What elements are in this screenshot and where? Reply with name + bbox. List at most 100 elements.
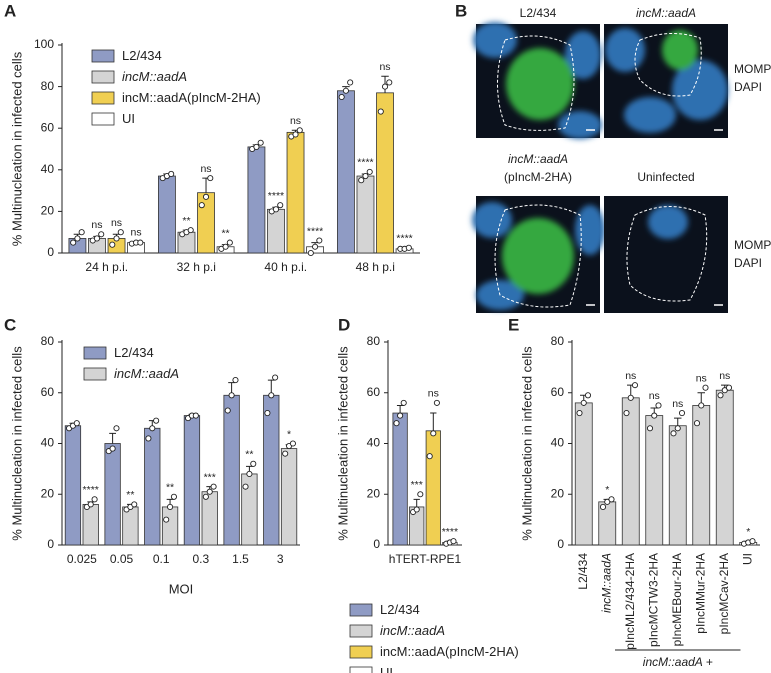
panel-label: B <box>455 1 467 20</box>
data-point <box>312 243 319 250</box>
legend-label: UI <box>122 111 135 126</box>
data-point <box>109 241 116 248</box>
data-point <box>117 229 124 236</box>
data-point <box>366 168 373 175</box>
significance-label: ns <box>696 372 707 384</box>
data-point <box>253 143 260 150</box>
data-point <box>224 407 231 414</box>
data-point <box>413 506 420 513</box>
data-point <box>400 399 407 406</box>
bar <box>621 397 640 546</box>
data-point <box>93 235 101 242</box>
data-point <box>623 409 630 417</box>
data-point <box>386 79 393 86</box>
bar <box>201 491 218 546</box>
data-point <box>264 409 271 417</box>
y-tick-label: 80 <box>41 334 55 348</box>
bar <box>197 192 215 254</box>
significance-label: ns <box>111 217 122 229</box>
bar <box>158 175 176 254</box>
data-point <box>268 392 275 399</box>
data-point <box>631 382 639 389</box>
bar <box>692 405 711 546</box>
y-tick-label: 60 <box>551 385 565 399</box>
significance-label: **** <box>396 233 412 245</box>
x-axis-label: MOI <box>169 581 194 596</box>
data-point <box>584 392 592 399</box>
outline <box>634 33 702 97</box>
error-bar <box>674 417 682 426</box>
panel-label: E <box>508 315 519 334</box>
legend-label: incM::aadA <box>122 69 187 84</box>
bar <box>183 415 201 546</box>
data-point <box>381 83 389 90</box>
data-point <box>698 402 705 409</box>
legend-label: L2/434 <box>380 602 420 617</box>
data-point <box>433 399 440 406</box>
data-point <box>674 425 681 432</box>
data-point <box>678 409 686 417</box>
error-bar <box>396 404 404 414</box>
data-point <box>362 172 369 180</box>
y-axis-label: % Multinucleation in infected cells <box>519 346 534 541</box>
legend-label: incM::aadA(pIncM-2HA) <box>122 90 261 105</box>
bar <box>715 389 734 546</box>
data-point <box>206 488 213 495</box>
significance-label: * <box>605 484 609 496</box>
x-tick-label: L2/434 <box>576 553 590 590</box>
data-point <box>338 93 345 101</box>
significance-label: ns <box>719 370 730 382</box>
stain-label: DAPI <box>734 256 762 270</box>
bar <box>574 402 593 546</box>
x-tick-label: 48 h p.i <box>356 260 395 274</box>
data-point <box>627 394 634 401</box>
data-point <box>316 237 323 244</box>
data-point <box>228 392 235 399</box>
outline <box>494 204 582 308</box>
group-label: incM::aadA + <box>643 655 713 669</box>
data-point <box>272 206 280 213</box>
significance-label: *** <box>204 471 216 483</box>
image-label: (pIncM-2HA) <box>504 170 572 184</box>
data-point <box>222 243 229 250</box>
bar <box>64 425 82 546</box>
stain-label: MOMP <box>734 62 771 76</box>
y-tick-label: 60 <box>41 120 55 134</box>
cells <box>473 22 602 139</box>
y-tick-label: 20 <box>367 486 381 500</box>
data-point <box>430 430 437 437</box>
data-point <box>257 139 264 146</box>
outline <box>497 35 575 131</box>
y-tick-label: 0 <box>47 537 54 551</box>
bar <box>247 146 266 254</box>
bar <box>223 394 240 546</box>
bar <box>337 90 355 254</box>
data-point <box>277 202 284 209</box>
panel-label: D <box>338 315 350 334</box>
bar <box>376 92 394 254</box>
y-tick-label: 80 <box>41 79 55 93</box>
y-tick-label: 0 <box>373 537 380 551</box>
data-point <box>651 412 658 419</box>
data-point <box>98 231 105 238</box>
data-point <box>207 175 214 182</box>
data-point <box>347 79 354 86</box>
y-tick-label: 0 <box>557 537 564 551</box>
bar <box>668 425 687 546</box>
y-tick-label: 20 <box>551 486 565 500</box>
error-bar <box>430 412 437 431</box>
error-bar <box>413 498 420 507</box>
data-point <box>70 239 77 246</box>
data-point <box>702 384 709 391</box>
data-point <box>292 131 299 138</box>
y-axis-label: % Multinucleation in infected cells <box>335 346 350 541</box>
data-point <box>599 503 607 510</box>
panel-b: B L2/434 incM::aadA incM::a <box>455 1 771 313</box>
x-tick-label: hTERT-RPE1 <box>389 552 462 566</box>
x-tick-label: pIncMCav-2HA <box>717 553 731 634</box>
y-tick-label: 60 <box>367 385 381 399</box>
significance-label: ** <box>182 215 190 227</box>
bar <box>104 443 121 546</box>
significance-label: * <box>287 428 291 440</box>
significance-label: ** <box>245 449 253 461</box>
